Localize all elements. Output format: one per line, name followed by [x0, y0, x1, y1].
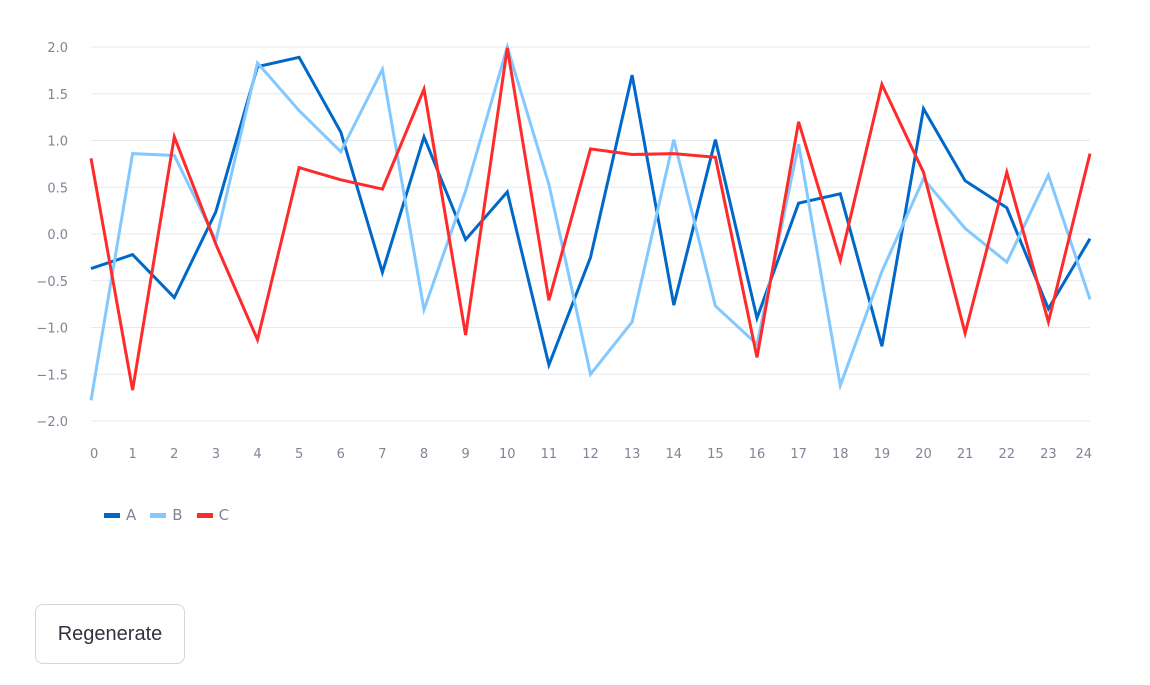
x-tick-label: 20 — [915, 447, 932, 462]
x-tick-label: 5 — [295, 447, 303, 462]
legend-swatch-c — [196, 512, 213, 518]
series-line-c[interactable] — [89, 47, 1092, 391]
x-tick-label: 21 — [957, 447, 974, 462]
x-tick-label: 7 — [378, 447, 386, 462]
x-tick-label: 9 — [461, 447, 469, 462]
x-tick-label: 18 — [832, 447, 849, 462]
y-tick-label: 2.0 — [47, 41, 68, 56]
x-tick-label: 13 — [624, 447, 641, 462]
legend-swatch-a — [104, 512, 120, 518]
grid-layer — [91, 46, 1090, 422]
series-line-a[interactable] — [90, 55, 1092, 370]
y-tick-label: −0.5 — [36, 275, 68, 290]
legend-label-a: A — [126, 506, 137, 524]
legend-swatch-b — [150, 512, 167, 518]
x-tick-label: 10 — [499, 447, 516, 462]
y-axis-ticks: 2.0 1.5 1.0 0.5 0.0 −0.5 −1.0 −1.5 −2.0 — [36, 41, 68, 430]
x-tick-label: 2 — [170, 447, 178, 462]
x-axis-ticks: 0 1 2 3 4 5 6 7 8 9 10 11 12 13 14 15 16 17 18 19 20 21 22 23 24 — [90, 447, 1092, 462]
x-tick-label: 15 — [707, 447, 724, 462]
y-tick-label: 0.5 — [47, 181, 68, 196]
x-tick-label: 19 — [874, 447, 891, 462]
x-tick-label: 16 — [749, 447, 766, 462]
x-tick-label: 17 — [790, 447, 807, 462]
legend-item-c[interactable]: C — [196, 506, 230, 524]
x-tick-label: 0 — [90, 447, 98, 462]
legend-item-a[interactable]: A — [104, 506, 136, 524]
x-tick-label: 4 — [253, 447, 261, 462]
x-tick-label: 3 — [212, 447, 220, 462]
x-tick-label: 24 — [1075, 447, 1092, 462]
x-tick-label: 6 — [337, 447, 345, 462]
y-tick-label: 1.5 — [47, 88, 68, 103]
y-tick-label: −1.5 — [36, 368, 68, 383]
series-line-b[interactable] — [89, 41, 1092, 401]
x-tick-label: 8 — [420, 447, 428, 462]
chart-legend: A B C — [104, 506, 229, 524]
series-layer — [89, 41, 1092, 401]
y-tick-label: −2.0 — [36, 415, 68, 430]
legend-label-b: B — [172, 506, 183, 524]
x-tick-label: 11 — [541, 447, 558, 462]
legend-item-b[interactable]: B — [150, 506, 183, 524]
legend-label-c: C — [218, 506, 230, 524]
y-tick-label: 1.0 — [47, 135, 68, 150]
y-tick-label: 0.0 — [47, 228, 68, 243]
x-tick-label: 22 — [998, 447, 1015, 462]
regenerate-button[interactable]: Regenerate — [35, 604, 185, 664]
x-tick-label: 14 — [665, 447, 682, 462]
y-tick-label: −1.0 — [36, 322, 68, 337]
x-tick-label: 1 — [128, 447, 136, 462]
x-tick-label: 23 — [1040, 447, 1057, 462]
x-tick-label: 12 — [582, 447, 599, 462]
